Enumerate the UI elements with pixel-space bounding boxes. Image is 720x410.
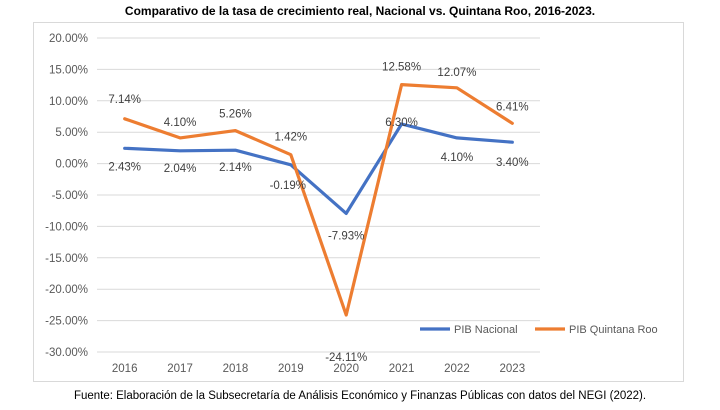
line-chart: 20.00% 15.00% 10.00% 5.00% 0.00% -5.00% -10.00… [45,33,658,375]
data-label: 12.58% [382,62,421,74]
legend-label: PIB Nacional [454,324,518,336]
data-label: 2.14% [219,162,252,174]
series-line-quintana-roo [123,82,514,317]
y-tick-label: -30.00% [45,347,88,359]
legend-label: PIB Quintana Roo [569,324,658,336]
x-tick-label: 2019 [278,363,304,375]
y-tick-label: -10.00% [45,221,88,233]
y-tick-label: 15.00% [49,64,88,76]
y-tick-label: -5.00% [52,190,88,202]
y-tick-label: 20.00% [49,33,88,45]
data-label: -7.93% [328,230,364,242]
data-label: 2.04% [164,163,197,175]
data-label: -0.19% [270,180,306,192]
x-tick-label: 2020 [333,363,359,375]
data-label: 3.40% [496,157,529,169]
chart-title: Comparativo de la tasa de crecimiento re… [124,4,596,18]
data-label: 4.10% [441,152,474,164]
x-tick-label: 2023 [500,363,526,375]
y-tick-label: 0.00% [55,159,88,171]
y-tick-label: -15.00% [45,253,88,265]
data-label: 4.10% [164,117,197,129]
y-tick-label: 5.00% [55,127,88,139]
data-label: 6.30% [385,117,418,129]
chart-area [33,22,684,382]
data-label: 12.07% [437,67,476,79]
y-tick-label: 10.00% [49,96,88,108]
y-tick-label: -20.00% [45,284,88,296]
data-label: -24.11% [325,352,367,364]
data-label: 6.41% [496,101,529,113]
source-note: Fuente: Elaboración de la Subsecretaría … [73,390,647,402]
data-label: 2.43% [108,161,141,173]
data-label: 7.14% [108,94,141,106]
x-tick-label: 2016 [112,363,138,375]
series-line-nacional [123,122,514,215]
data-label: 1.42% [275,132,308,144]
x-tick-label: 2017 [167,363,193,375]
x-tick-label: 2018 [223,363,249,375]
data-label: 5.26% [219,109,252,121]
x-tick-label: 2021 [389,363,415,375]
x-tick-label: 2022 [444,363,470,375]
y-tick-label: -25.00% [45,316,88,328]
